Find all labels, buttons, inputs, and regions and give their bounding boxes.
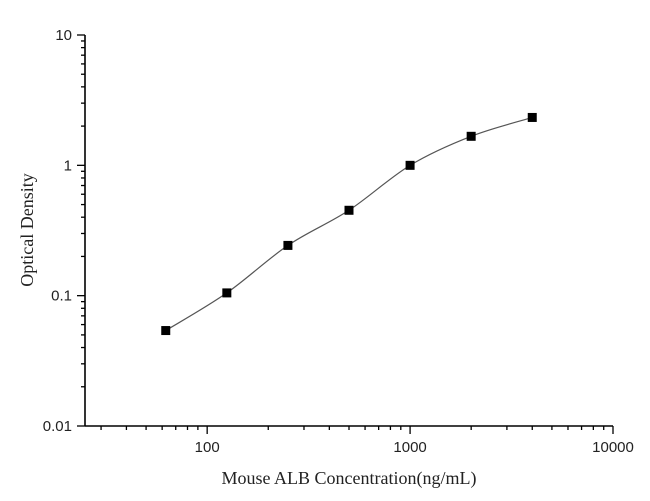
- y-tick-label: 0.1: [51, 288, 72, 305]
- y-tick-label: 0.01: [43, 418, 72, 435]
- y-tick-label: 10: [55, 27, 72, 44]
- x-tick-label: 10000: [592, 439, 634, 456]
- data-point-marker: [466, 131, 476, 141]
- x-tick-label: 100: [195, 439, 220, 456]
- data-points: [161, 112, 537, 336]
- y-tick-label: 1: [64, 157, 72, 174]
- data-point-marker: [161, 326, 171, 336]
- data-point-marker: [344, 205, 354, 215]
- tick-labels: 100 1000 10000 0.01 0.1 1 10: [43, 27, 634, 456]
- fit-curve-line: [165, 116, 533, 332]
- y-axis-title: Optical Density: [17, 173, 37, 286]
- x-axis-title: Mouse ALB Concentration(ng/mL): [222, 468, 477, 489]
- data-point-marker: [405, 160, 415, 170]
- data-point-marker: [283, 240, 293, 250]
- data-point-marker: [527, 112, 537, 122]
- axes: [77, 34, 614, 434]
- data-point-marker: [222, 288, 232, 298]
- fit-curve: [165, 116, 533, 332]
- x-tick-label: 1000: [393, 439, 426, 456]
